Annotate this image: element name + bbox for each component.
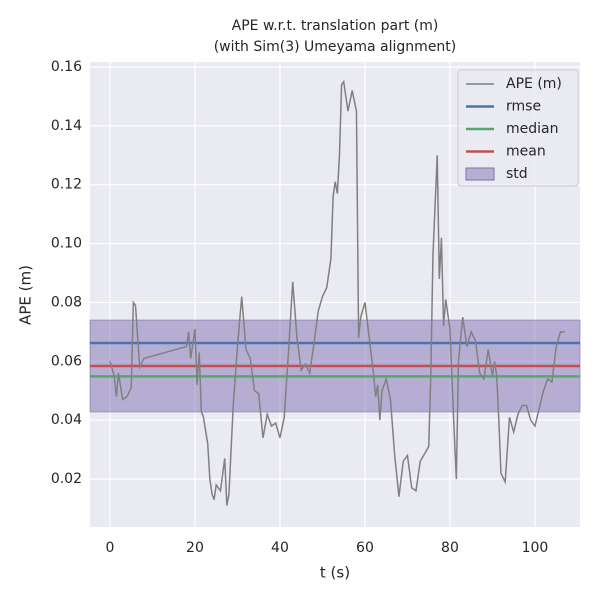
legend-label: mean <box>506 144 546 160</box>
y-tick-label: 0.08 <box>51 294 82 310</box>
legend-label: APE (m) <box>506 76 562 92</box>
y-tick-label: 0.02 <box>51 471 82 487</box>
x-tick-label: 60 <box>356 540 374 556</box>
legend-label: std <box>506 166 528 182</box>
x-tick-label: 100 <box>522 540 549 556</box>
y-axis-label: APE (m) <box>17 265 35 325</box>
x-tick-label: 80 <box>441 540 459 556</box>
x-tick-label: 20 <box>186 540 204 556</box>
legend-box <box>457 69 579 187</box>
x-tick-label: 0 <box>106 540 115 556</box>
legend-label: rmse <box>506 99 541 115</box>
chart-subtitle: (with Sim(3) Umeyama alignment) <box>214 39 457 55</box>
y-tick-label: 0.10 <box>51 236 82 252</box>
x-tick-label: 40 <box>271 540 289 556</box>
x-axis-label: t (s) <box>320 564 350 582</box>
y-tick-label: 0.06 <box>51 353 82 369</box>
ape-line <box>109 79 565 506</box>
y-tick-label: 0.16 <box>51 59 82 75</box>
legend-swatch <box>465 167 495 181</box>
y-tick-label: 0.12 <box>51 177 82 193</box>
y-tick-label: 0.14 <box>51 118 82 134</box>
y-tick-label: 0.04 <box>51 412 82 428</box>
legend-label: median <box>506 121 558 137</box>
chart-title: APE w.r.t. translation part (m) <box>232 18 439 34</box>
